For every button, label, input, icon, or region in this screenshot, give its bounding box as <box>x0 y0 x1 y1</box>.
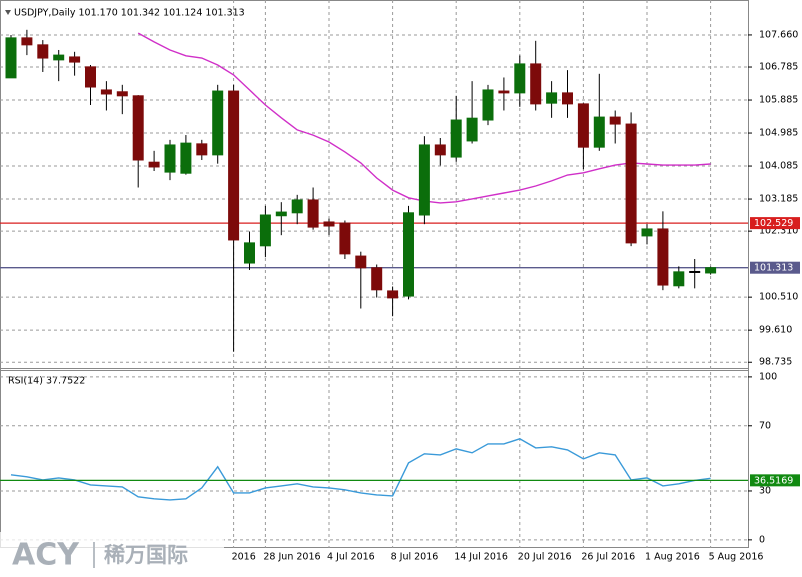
y-tick-label: 99.610 <box>759 325 792 336</box>
candle-body <box>657 228 669 286</box>
level-label: 36.5169 <box>754 475 793 486</box>
candle-body <box>450 119 462 158</box>
chart-title: USDJPY,Daily 101.170 101.342 101.124 101… <box>14 8 245 19</box>
candle-body <box>593 116 605 148</box>
x-tick-label: 5 Aug 2016 <box>709 552 764 563</box>
candle-body <box>259 214 271 247</box>
watermark-name: 稀万国际 <box>104 543 188 567</box>
level-label: 101.313 <box>754 263 793 274</box>
candle-body <box>339 222 351 255</box>
candle-body <box>498 90 510 94</box>
x-tick-label: 1 Aug 2016 <box>645 552 700 563</box>
y-tick-label: 104.985 <box>759 128 798 139</box>
candle-body <box>371 267 383 291</box>
level-label-box <box>750 261 800 274</box>
x-tick-label: 2016 <box>232 552 256 563</box>
plot-frame <box>0 0 749 548</box>
candle-body <box>705 267 717 274</box>
candle-body <box>562 92 573 105</box>
x-tick-label: 4 Jul 2016 <box>327 552 375 563</box>
candle-body <box>609 116 621 125</box>
candle-body <box>164 144 176 173</box>
candle-body <box>291 199 303 214</box>
x-tick-label: 28 Jun 2016 <box>263 552 320 563</box>
y-tick-label: 98.735 <box>759 357 792 368</box>
candle-body <box>323 221 335 227</box>
candle-body <box>244 242 255 264</box>
candle-body <box>418 144 430 216</box>
y-tick-label: 0 <box>759 534 765 545</box>
candle-body <box>228 90 240 241</box>
candle-body <box>148 161 160 168</box>
candle-body <box>212 90 224 156</box>
candle-body <box>53 54 65 61</box>
y-tick-label: 102.310 <box>759 226 798 237</box>
y-tick-label: 100.510 <box>759 292 798 303</box>
level-label-box <box>750 474 800 487</box>
candle-body <box>403 212 414 297</box>
watermark-brand: ACY <box>12 538 80 573</box>
candle-body <box>434 144 446 156</box>
candle-body <box>355 255 367 269</box>
y-tick-label: 104.085 <box>759 161 798 172</box>
candle-body <box>180 142 192 174</box>
symbol-icon <box>5 10 11 15</box>
x-tick-label: 8 Jul 2016 <box>391 552 439 563</box>
level-label: 102.529 <box>754 218 793 229</box>
candle-body <box>673 271 685 287</box>
y-tick-label: 105.885 <box>759 95 798 106</box>
x-tick-label: 14 Jul 2016 <box>454 552 508 563</box>
watermark-divider <box>93 542 95 568</box>
candle-body <box>100 89 112 95</box>
watermark: ACY 稀万国际 <box>0 532 224 577</box>
candle-body <box>577 103 589 148</box>
candle-body <box>116 91 128 97</box>
watermark-bg <box>0 532 224 577</box>
candle-body <box>21 37 33 46</box>
rsi-title: RSI(14) 37.7522 <box>8 376 85 387</box>
indicator-line <box>10 438 711 501</box>
candle-body <box>275 211 287 217</box>
candle-body <box>689 270 701 273</box>
candle-body <box>641 228 653 237</box>
y-tick-label: 100 <box>759 371 777 382</box>
candle-body <box>196 143 208 156</box>
candle-body <box>307 199 319 228</box>
candle-body <box>5 37 17 79</box>
candle-body <box>530 63 542 105</box>
x-tick-label: 20 Jul 2016 <box>518 552 572 563</box>
y-tick-label: 70 <box>759 420 771 431</box>
y-tick-label: 107.660 <box>759 29 798 40</box>
candle-body <box>546 92 558 104</box>
candle-body <box>132 95 144 161</box>
candle-body <box>387 290 399 299</box>
x-tick-label: 26 Jul 2016 <box>581 552 635 563</box>
candle-body <box>85 66 96 88</box>
level-label-box <box>750 217 800 230</box>
y-tick-label: 106.785 <box>759 62 798 73</box>
candle-body <box>37 44 49 59</box>
y-tick-label: 30 <box>759 485 771 496</box>
candle-body <box>466 117 478 142</box>
y-tick-label: 103.185 <box>759 194 798 205</box>
candle-body <box>625 123 637 244</box>
candle-body <box>482 89 494 121</box>
candle-body <box>69 56 81 63</box>
candle-body <box>514 63 526 94</box>
